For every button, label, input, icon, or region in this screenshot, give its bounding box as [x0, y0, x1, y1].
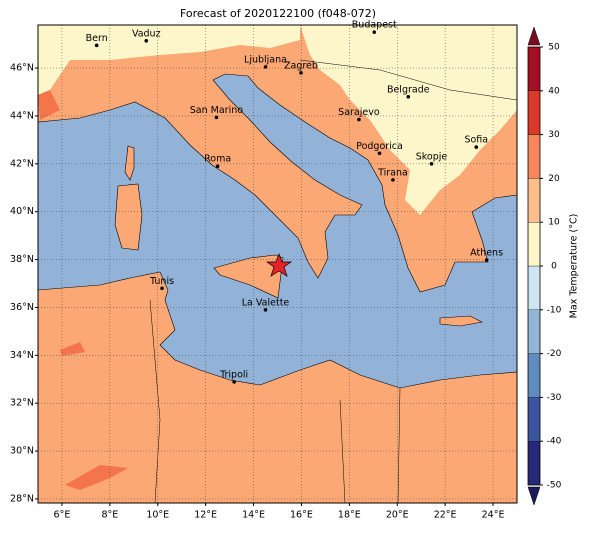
city-label: Bern	[86, 33, 108, 44]
city-dot	[406, 95, 411, 99]
cold-zone	[38, 25, 300, 95]
city-label: Belgrade	[387, 84, 430, 95]
y-tick-label: 28°N	[10, 493, 34, 504]
x-tick-label: 22°E	[434, 510, 457, 521]
city-dot	[160, 286, 164, 291]
city-dot	[377, 151, 382, 156]
colorbar-band	[527, 441, 541, 486]
x-tick-label: 10°E	[146, 510, 169, 521]
border	[397, 387, 401, 504]
y-tick-label: 44°N	[10, 110, 34, 121]
colorbar-band	[527, 178, 541, 223]
colorbar-band	[527, 265, 541, 310]
warm-zone	[65, 465, 128, 490]
city-dot	[263, 65, 268, 69]
y-tick-label: 32°N	[10, 398, 34, 409]
colorbar-tick-label: 40	[548, 86, 560, 96]
y-tick-label: 42°N	[10, 158, 34, 169]
y-tick-label: 46°N	[10, 63, 34, 74]
city-label: La Valette	[242, 297, 290, 308]
colorbar-tick-label: -20	[547, 349, 562, 359]
city-dot	[299, 71, 303, 75]
city-label: Roma	[204, 154, 231, 165]
colorbar-tick-label: -40	[547, 437, 562, 447]
map-title: Forecast of 2020122100 (f048-072)	[180, 7, 376, 20]
city-dot	[215, 164, 220, 169]
city-label: Skopje	[416, 151, 448, 162]
colorbar-band	[527, 397, 541, 442]
city-label: Sofia	[464, 135, 488, 146]
sicily	[213, 254, 284, 299]
colorbar-band	[527, 90, 541, 135]
colorbar-tick-label: 20	[548, 174, 560, 184]
x-tick-label: 14°E	[242, 510, 265, 521]
y-tick-label: 30°N	[10, 446, 34, 457]
city-dot	[144, 38, 149, 43]
city-label: San Marino	[190, 105, 243, 116]
x-tick-label: 20°E	[386, 510, 409, 521]
city-dot	[232, 380, 236, 384]
city-label: Zagreb	[284, 60, 318, 71]
colorbar-frame	[527, 46, 541, 486]
colorbar-tick-label: -30	[547, 393, 562, 403]
colorbar-tick-label: -10	[547, 305, 562, 315]
colorbar-tick-label: 30	[548, 130, 560, 140]
city-label: Tripoli	[219, 369, 248, 380]
city-dot	[263, 308, 268, 312]
border	[149, 299, 161, 504]
colorbar-band	[527, 309, 541, 354]
x-tick-label: 18°E	[338, 510, 361, 521]
y-tick-label: 36°N	[10, 302, 34, 313]
warm-zone	[60, 342, 85, 356]
colorbar-label: Max Temperature (°C)	[569, 214, 580, 319]
city-label: Sarajevo	[338, 107, 380, 118]
colorbar-band	[527, 353, 541, 398]
city-label: Budapest	[352, 20, 397, 31]
city-label: Vaduz	[132, 28, 161, 39]
warm-zone	[38, 90, 60, 120]
border	[339, 399, 346, 504]
y-tick-label: 40°N	[10, 206, 34, 217]
border	[299, 59, 518, 101]
city-label: Ljubljana	[244, 54, 287, 65]
colorbar-band	[527, 46, 541, 91]
colorbar-tick-label: -50	[547, 481, 562, 491]
x-tick-label: 8°E	[101, 510, 118, 521]
colorbar-band	[527, 134, 541, 179]
city-dot	[94, 43, 99, 48]
x-tick-label: 16°E	[290, 510, 313, 521]
city-label: Tunis	[149, 276, 174, 287]
colorbar-extend-bottom	[527, 486, 541, 506]
city-dot	[429, 162, 434, 166]
corsica	[124, 145, 135, 181]
city-label: Podgorica	[356, 141, 403, 152]
colorbar-extend-top	[527, 26, 541, 46]
x-tick-label: 6°E	[54, 510, 71, 521]
city-dot	[357, 117, 361, 122]
city-dot	[214, 115, 219, 120]
x-tick-label: 24°E	[482, 510, 505, 521]
city-label: Tirana	[377, 167, 408, 178]
colorbar-tick-label: 10	[548, 218, 560, 228]
colorbar-tick-label: 0	[551, 262, 557, 272]
city-dot	[391, 178, 395, 182]
forecast-point	[265, 253, 293, 277]
crete	[439, 315, 483, 327]
map-frame	[37, 24, 518, 504]
colorbar-band	[527, 222, 541, 267]
city-dot	[474, 145, 479, 149]
cold-zone	[300, 25, 517, 215]
colorbar-tick-label: 50	[548, 43, 560, 53]
city-label: Athens	[470, 248, 503, 259]
x-tick-label: 12°E	[194, 510, 217, 521]
city-dot	[484, 258, 489, 262]
sardinia	[114, 183, 143, 251]
city-dot	[372, 30, 377, 34]
map-area	[37, 24, 518, 504]
y-tick-label: 34°N	[10, 350, 34, 361]
y-tick-label: 38°N	[10, 254, 34, 265]
